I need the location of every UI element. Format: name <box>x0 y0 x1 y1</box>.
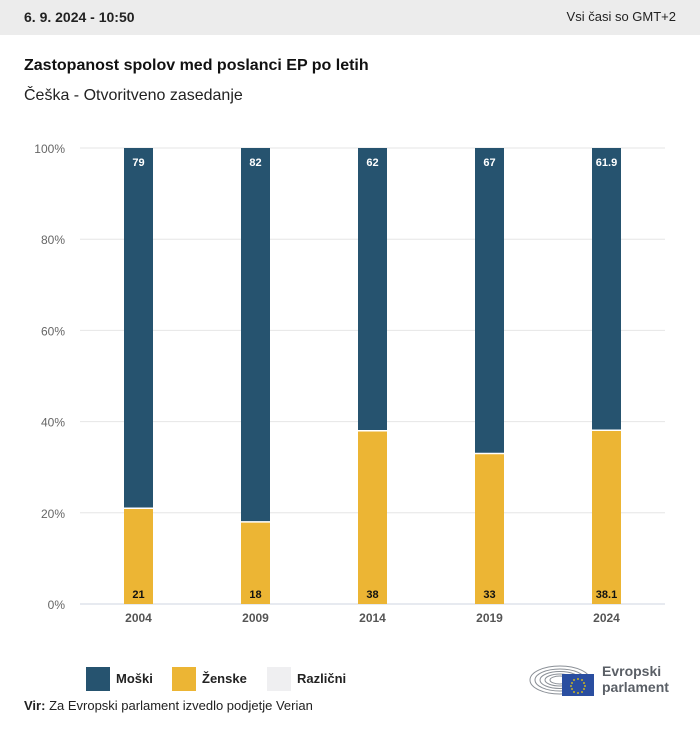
legend-swatch-razlicni <box>267 667 291 691</box>
bar-segment-ženske[interactable] <box>358 430 387 604</box>
y-tick-label: 80% <box>41 233 65 247</box>
data-label: 62 <box>366 157 378 169</box>
logo-text: Evropski parlament <box>602 663 669 695</box>
data-label: 67 <box>483 157 495 169</box>
legend-label-moski: Moški <box>116 671 153 686</box>
y-tick-label: 20% <box>41 507 65 521</box>
bar-segment-moški[interactable] <box>241 148 270 522</box>
stacked-bar-chart: 0% 20% 40% 60% 80% 100% 21 79 18 82 38 62 33 67 38.1 6… <box>34 142 665 625</box>
y-tick-label: 100% <box>34 142 65 156</box>
bar-segment-ženske[interactable] <box>124 508 153 604</box>
data-label: 21 <box>132 589 144 601</box>
bar-segment-ženske[interactable] <box>475 453 504 604</box>
bar-segment-ženske[interactable] <box>241 521 270 604</box>
bar-segment-moški[interactable] <box>592 148 621 431</box>
y-tick-label: 0% <box>48 598 66 612</box>
source-prefix: Vir: <box>24 698 46 713</box>
bar-segment-moški[interactable] <box>475 148 504 454</box>
data-label: 82 <box>249 157 261 169</box>
x-tick-label: 2014 <box>359 611 386 625</box>
legend-swatch-moski <box>86 667 110 691</box>
top-bar: 6. 9. 2024 - 10:50 Vsi časi so GMT+2 <box>0 0 700 35</box>
x-tick-label: 2024 <box>593 611 620 625</box>
data-label: 18 <box>249 589 261 601</box>
european-parliament-logo: Evropski parlament <box>528 660 688 700</box>
x-tick-label: 2009 <box>242 611 269 625</box>
x-tick-label: 2004 <box>125 611 152 625</box>
chart-title: Zastopanost spolov med poslanci EP po le… <box>24 57 369 74</box>
bar-segment-moški[interactable] <box>124 148 153 509</box>
legend-label-razlicni: Različni <box>297 671 347 686</box>
timezone-note: Vsi časi so GMT+2 <box>566 9 676 24</box>
bar-segment-moški[interactable] <box>358 148 387 431</box>
eu-flag-icon <box>562 674 594 696</box>
source-note: Vir: Za Evropski parlament izvedlo podje… <box>24 698 313 713</box>
parliament-hemicycle-icon <box>529 665 594 696</box>
datetime: 6. 9. 2024 - 10:50 <box>24 9 135 25</box>
y-tick-label: 40% <box>41 416 65 430</box>
legend-swatch-zenske <box>172 667 196 691</box>
data-label: 38.1 <box>596 589 617 601</box>
data-label: 38 <box>366 589 378 601</box>
legend-label-zenske: Ženske <box>202 671 247 686</box>
data-label: 79 <box>132 157 144 169</box>
bar-segment-ženske[interactable] <box>592 430 621 604</box>
source-text: Za Evropski parlament izvedlo podjetje V… <box>49 698 313 713</box>
chart-subtitle: Češka - Otvoritveno zasedanje <box>24 87 243 104</box>
data-label: 33 <box>483 589 495 601</box>
x-tick-label: 2019 <box>476 611 503 625</box>
y-tick-label: 60% <box>41 324 65 338</box>
data-label: 61.9 <box>596 157 617 169</box>
